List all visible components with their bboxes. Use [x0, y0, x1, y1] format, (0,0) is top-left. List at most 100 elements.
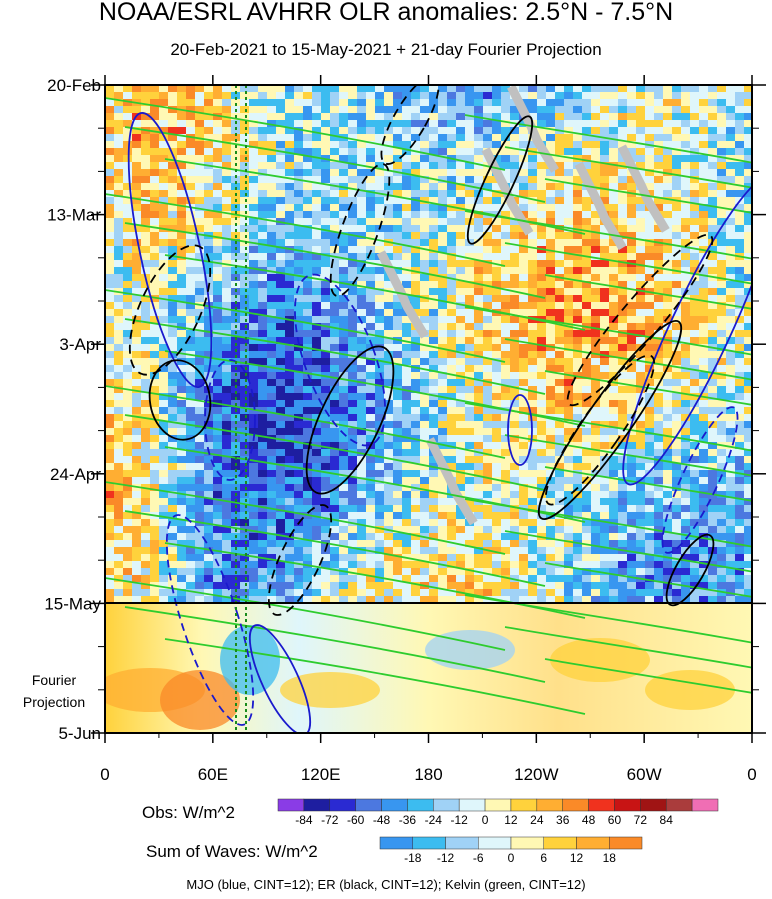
obs-field-cell	[105, 463, 115, 471]
obs-field-cell	[429, 554, 439, 562]
obs-field-cell	[141, 232, 151, 240]
obs-field-cell	[141, 260, 151, 268]
obs-field-cell	[717, 414, 727, 422]
obs-field-cell	[276, 477, 286, 485]
obs-field-cell	[303, 407, 313, 415]
obs-field-cell	[159, 400, 169, 408]
obs-field-cell	[330, 190, 340, 198]
obs-field-cell	[393, 547, 403, 555]
obs-field-cell	[132, 568, 142, 576]
obs-field-cell	[717, 400, 727, 408]
obs-field-cell	[636, 246, 646, 254]
obs-field-cell	[213, 302, 223, 310]
obs-field-cell	[339, 526, 349, 534]
obs-field-cell	[249, 148, 259, 156]
obs-field-cell	[312, 351, 322, 359]
obs-field-cell	[555, 526, 565, 534]
obs-field-cell	[114, 547, 124, 555]
obs-field-cell	[186, 533, 196, 541]
obs-field-cell	[267, 92, 277, 100]
obs-field-cell	[186, 197, 196, 205]
obs-field-cell	[132, 190, 142, 198]
obs-field-cell	[438, 407, 448, 415]
obs-field-cell	[654, 414, 664, 422]
obs-field-cell	[528, 379, 538, 387]
obs-field-cell	[357, 106, 367, 114]
obs-field-cell	[573, 512, 583, 520]
obs-field-cell	[672, 204, 682, 212]
obs-field-cell	[744, 232, 752, 240]
obs-field-cell	[357, 218, 367, 226]
obs-field-cell	[420, 372, 430, 380]
obs-field-cell	[267, 512, 277, 520]
obs-field-cell	[339, 225, 349, 233]
obs-field-cell	[465, 491, 475, 499]
obs-field-cell	[276, 407, 286, 415]
obs-field-cell	[582, 190, 592, 198]
obs-field-cell	[267, 239, 277, 247]
obs-field-cell	[627, 393, 637, 401]
obs-field-cell	[123, 330, 133, 338]
obs-field-cell	[708, 337, 718, 345]
obs-field-cell	[582, 92, 592, 100]
obs-field-cell	[735, 386, 745, 394]
obs-field-cell	[645, 253, 655, 261]
obs-field-cell	[195, 148, 205, 156]
obs-field-cell	[411, 449, 421, 457]
obs-field-cell	[735, 526, 745, 534]
obs-field-cell	[393, 246, 403, 254]
obs-field-cell	[222, 554, 232, 562]
obs-field-cell	[717, 218, 727, 226]
obs-field-cell	[330, 358, 340, 366]
obs-field-cell	[132, 491, 142, 499]
obs-field-cell	[240, 225, 250, 233]
obs-field-cell	[483, 519, 493, 527]
obs-field-cell	[330, 344, 340, 352]
obs-field-cell	[159, 484, 169, 492]
obs-field-cell	[330, 554, 340, 562]
obs-field-cell	[393, 120, 403, 128]
obs-field-cell	[177, 344, 187, 352]
obs-field-cell	[528, 211, 538, 219]
obs-field-cell	[231, 344, 241, 352]
obs-field-cell	[645, 428, 655, 436]
obs-field-cell	[285, 274, 295, 282]
obs-field-cell	[330, 106, 340, 114]
obs-field-cell	[411, 526, 421, 534]
obs-field-cell	[447, 449, 457, 457]
obs-field-cell	[690, 260, 700, 268]
obs-field-cell	[132, 435, 142, 443]
obs-field-cell	[123, 211, 133, 219]
obs-field-cell	[528, 414, 538, 422]
obs-field-cell	[231, 99, 241, 107]
obs-field-cell	[456, 302, 466, 310]
obs-field-cell	[546, 498, 556, 506]
obs-field-cell	[294, 183, 304, 191]
obs-field-cell	[420, 316, 430, 324]
obs-field-cell	[420, 92, 430, 100]
obs-field-cell	[537, 561, 547, 569]
obs-field-cell	[330, 197, 340, 205]
obs-field-cell	[105, 484, 115, 492]
obs-field-cell	[114, 533, 124, 541]
obs-field-cell	[276, 505, 286, 513]
obs-field-cell	[330, 316, 340, 324]
obs-field-cell	[618, 323, 628, 331]
obs-field-cell	[438, 92, 448, 100]
obs-field-cell	[699, 400, 709, 408]
obs-field-cell	[555, 92, 565, 100]
obs-field-cell	[537, 288, 547, 296]
obs-field-cell	[303, 162, 313, 170]
obs-field-cell	[474, 526, 484, 534]
obs-field-cell	[204, 127, 214, 135]
obs-field-cell	[339, 197, 349, 205]
obs-field-cell	[294, 169, 304, 177]
obs-field-cell	[654, 155, 664, 163]
obs-field-cell	[654, 120, 664, 128]
obs-field-cell	[735, 484, 745, 492]
obs-field-cell	[564, 554, 574, 562]
obs-field-cell	[663, 561, 673, 569]
obs-field-cell	[141, 309, 151, 317]
obs-field-cell	[591, 512, 601, 520]
obs-field-cell	[555, 491, 565, 499]
